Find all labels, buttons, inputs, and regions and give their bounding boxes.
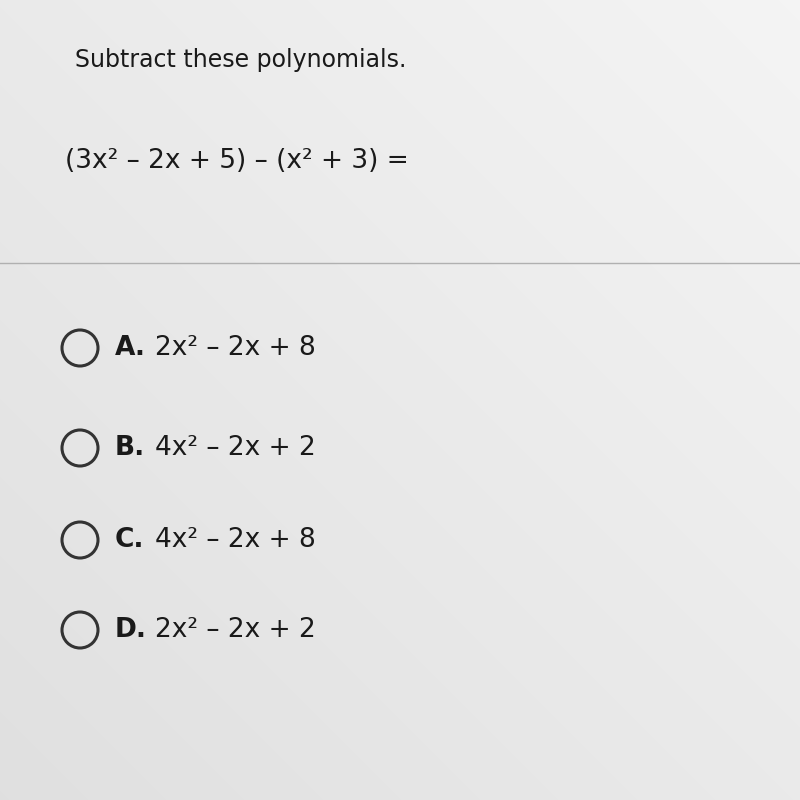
Text: 4x² – 2x + 8: 4x² – 2x + 8 [155,527,316,553]
Text: Subtract these polynomials.: Subtract these polynomials. [75,48,406,72]
Text: C.: C. [115,527,145,553]
Text: (3x² – 2x + 5) – (x² + 3) =: (3x² – 2x + 5) – (x² + 3) = [65,148,409,174]
Text: D.: D. [115,617,147,643]
Text: 2x² – 2x + 8: 2x² – 2x + 8 [155,335,316,361]
Text: A.: A. [115,335,146,361]
Text: 4x² – 2x + 2: 4x² – 2x + 2 [155,435,316,461]
Text: B.: B. [115,435,146,461]
Text: 2x² – 2x + 2: 2x² – 2x + 2 [155,617,316,643]
